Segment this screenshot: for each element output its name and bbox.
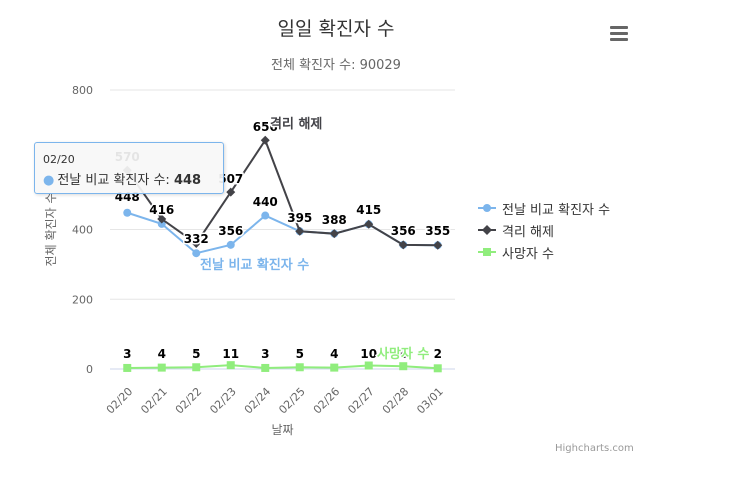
series-label-released: 격리 해제 <box>270 116 322 132</box>
legend-label-released: 격리 해제 <box>502 225 554 240</box>
x-tick-label: 02/23 <box>207 385 239 417</box>
deaths-point <box>261 363 270 372</box>
credits-link[interactable]: Highcharts.com <box>555 443 634 454</box>
x-tick-label: 02/28 <box>380 385 412 417</box>
deaths-point <box>399 362 408 371</box>
series-label-deaths: 사망자 수 <box>377 346 429 362</box>
legend-released-symbol <box>478 225 496 235</box>
y-axis-title: 전체 확진자 수 <box>44 193 58 267</box>
tooltip-series-name: 전날 비교 확진자 수 <box>57 173 166 188</box>
chart-subtitle: 전체 확진자 수: 90029 <box>271 58 401 73</box>
series-label-confirmed: 전날 비교 확진자 수 <box>200 257 309 273</box>
data-label-deaths: 11 <box>222 347 239 361</box>
deaths-point <box>295 363 304 372</box>
released-point <box>329 229 339 239</box>
data-label-deaths: 3 <box>261 347 269 361</box>
deaths-point <box>157 363 166 372</box>
data-label-confirmed: 356 <box>218 224 243 238</box>
data-label-confirmed: 355 <box>425 224 450 238</box>
released-point <box>295 226 305 236</box>
series-line-2 <box>126 138 438 247</box>
deaths-point <box>226 361 235 370</box>
confirmed-point <box>261 211 270 220</box>
released-point <box>226 187 236 197</box>
data-label-confirmed: 356 <box>391 224 416 238</box>
data-label-confirmed: 395 <box>287 211 312 225</box>
tooltip-bullet-icon: ● <box>43 173 55 188</box>
confirmed-point <box>123 208 132 217</box>
x-tick-label: 02/27 <box>345 385 377 417</box>
data-label-deaths: 5 <box>192 347 200 361</box>
hamburger-menu-icon[interactable] <box>606 22 634 46</box>
x-tick-label: 02/25 <box>276 385 308 417</box>
legend-deaths-symbol <box>478 248 496 256</box>
deaths-point <box>433 364 442 373</box>
tooltip-row: ● 전날 비교 확진자 수: 448 <box>43 169 201 188</box>
released-point <box>260 135 270 145</box>
confirmed-point <box>226 240 235 249</box>
legend-confirmed-symbol <box>478 204 496 212</box>
legend-label-deaths: 사망자 수 <box>502 247 554 262</box>
released-point <box>191 238 201 248</box>
y-tick-label: 400 <box>72 224 93 237</box>
released-point <box>433 240 443 250</box>
deaths-point <box>330 363 339 372</box>
x-tick-label: 02/20 <box>104 385 136 417</box>
data-label-released: 656 <box>253 120 278 134</box>
legend-label-confirmed: 전날 비교 확진자 수 <box>502 203 611 218</box>
x-tick-label: 02/21 <box>138 385 170 417</box>
data-label-confirmed: 440 <box>253 195 278 209</box>
deaths-point <box>123 363 132 372</box>
tooltip-separator: : <box>165 173 174 188</box>
x-tick-label: 02/22 <box>173 385 205 417</box>
released-point <box>157 214 167 224</box>
confirmed-point <box>192 249 201 258</box>
y-tick-label: 0 <box>86 363 93 376</box>
chart-tooltip: 02/20 ● 전날 비교 확진자 수: 448 <box>34 142 224 194</box>
data-label-confirmed: 415 <box>356 203 381 217</box>
chart-title: 일일 확진자 수 <box>277 18 395 40</box>
data-label-deaths: 3 <box>123 347 131 361</box>
data-label-deaths: 4 <box>330 347 338 361</box>
tooltip-date: 02/20 <box>43 153 75 166</box>
deaths-point <box>364 361 373 370</box>
data-label-confirmed: 332 <box>184 232 209 246</box>
y-tick-label: 200 <box>72 293 93 306</box>
y-tick-label: 800 <box>72 84 93 97</box>
x-axis-title: 날짜 <box>271 423 293 437</box>
data-label-deaths: 5 <box>296 347 304 361</box>
released-point <box>398 240 408 250</box>
x-tick-label: 02/24 <box>242 385 274 417</box>
data-label-deaths: 2 <box>434 347 442 361</box>
data-label-confirmed: 388 <box>322 213 347 227</box>
confirmed-point <box>157 219 166 228</box>
x-tick-label: 02/26 <box>311 385 343 417</box>
data-label-deaths: 4 <box>158 347 166 361</box>
tooltip-value: 448 <box>173 173 202 188</box>
data-label-confirmed: 416 <box>149 203 174 217</box>
released-point <box>364 219 374 229</box>
deaths-point <box>192 363 201 372</box>
x-tick-label: 03/01 <box>414 385 446 417</box>
series-line-3 <box>127 364 438 370</box>
data-label-deaths: 10 <box>360 347 377 361</box>
data-label-deaths: 8 <box>399 347 407 361</box>
